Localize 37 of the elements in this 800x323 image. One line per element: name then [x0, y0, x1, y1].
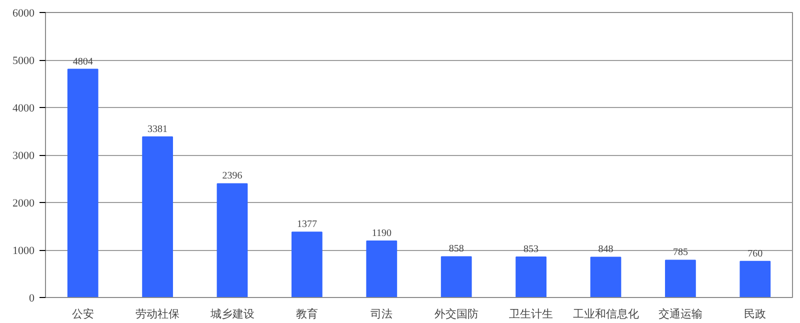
- y-tick-label: 3000: [12, 150, 35, 162]
- data-label: 1190: [372, 228, 392, 239]
- data-label: 4804: [72, 56, 93, 68]
- data-label: 785: [672, 247, 688, 258]
- bar: [292, 232, 322, 298]
- y-tick-label: 0: [29, 292, 35, 304]
- bar: [590, 256, 622, 298]
- bar: [516, 256, 546, 298]
- y-tick-label: 1000: [12, 245, 35, 257]
- y-tick-label: 4000: [12, 102, 35, 114]
- bar: [142, 136, 173, 298]
- bar: [366, 240, 398, 298]
- data-label: 3381: [148, 124, 168, 135]
- data-label: 848: [598, 244, 614, 256]
- bar: [440, 256, 472, 298]
- bar: [216, 183, 248, 298]
- x-tick-label: 城乡建设: [209, 308, 254, 320]
- data-label: 760: [748, 248, 763, 260]
- bar: [665, 260, 696, 298]
- x-tick-label: 司法: [370, 308, 393, 320]
- x-tick-label: 公安: [72, 308, 94, 320]
- x-tick-label: 交通运输: [658, 308, 702, 320]
- y-tick-label: 6000: [12, 8, 35, 20]
- x-tick-label: 工业和信息化: [572, 308, 639, 320]
- x-tick-label: 外交国防: [434, 308, 478, 320]
- x-tick-label: 民政: [744, 308, 766, 320]
- bar: [67, 68, 98, 298]
- x-tick-label: 教育: [296, 308, 318, 320]
- data-label: 1377: [296, 219, 317, 230]
- y-tick-label: 2000: [12, 198, 35, 210]
- data-label: 2396: [222, 170, 242, 182]
- x-tick-label: 卫生计生: [509, 308, 554, 320]
- y-tick-label: 5000: [12, 55, 35, 67]
- data-label: 853: [524, 244, 539, 255]
- x-tick-label: 劳动社保: [136, 308, 180, 320]
- bar: [740, 260, 771, 298]
- data-label: 858: [448, 244, 464, 255]
